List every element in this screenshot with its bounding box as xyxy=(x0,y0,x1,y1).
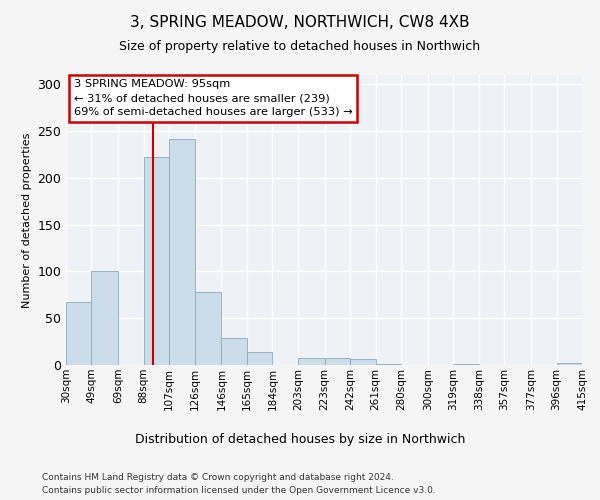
Bar xyxy=(66,302,91,365)
Bar xyxy=(350,360,376,365)
Bar xyxy=(325,358,350,365)
Text: Distribution of detached houses by size in Northwich: Distribution of detached houses by size … xyxy=(135,432,465,446)
Text: Contains HM Land Registry data © Crown copyright and database right 2024.
Contai: Contains HM Land Registry data © Crown c… xyxy=(42,474,436,495)
Text: 3, SPRING MEADOW, NORTHWICH, CW8 4XB: 3, SPRING MEADOW, NORTHWICH, CW8 4XB xyxy=(130,15,470,30)
Bar xyxy=(144,158,169,365)
Y-axis label: Number of detached properties: Number of detached properties xyxy=(22,132,32,308)
Bar xyxy=(221,338,247,365)
Bar xyxy=(376,364,401,365)
Bar xyxy=(298,358,325,365)
Bar xyxy=(91,272,118,365)
Bar xyxy=(557,363,582,365)
Text: Size of property relative to detached houses in Northwich: Size of property relative to detached ho… xyxy=(119,40,481,53)
Bar xyxy=(247,352,272,365)
Text: 3 SPRING MEADOW: 95sqm
← 31% of detached houses are smaller (239)
69% of semi-de: 3 SPRING MEADOW: 95sqm ← 31% of detached… xyxy=(74,80,352,118)
Bar xyxy=(169,138,194,365)
Bar xyxy=(454,364,479,365)
Bar xyxy=(194,292,221,365)
